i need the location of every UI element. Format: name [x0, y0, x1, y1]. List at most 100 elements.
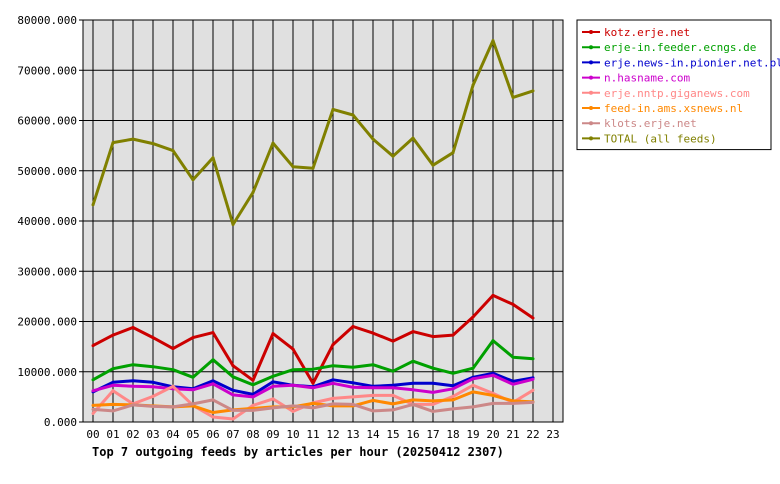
- data-point: [451, 151, 455, 155]
- data-point: [291, 383, 295, 387]
- data-point: [391, 393, 395, 397]
- data-point: [291, 368, 295, 372]
- data-point: [331, 364, 335, 368]
- x-tick-label: 00: [86, 428, 99, 441]
- data-point: [291, 347, 295, 351]
- data-point: [331, 402, 335, 406]
- data-point: [131, 326, 135, 329]
- legend-marker: [589, 45, 593, 50]
- legend-label: klots.erje.net: [604, 117, 697, 130]
- x-tick-label: 12: [326, 428, 339, 441]
- data-point: [171, 149, 175, 153]
- data-point: [91, 389, 95, 393]
- data-point: [331, 396, 335, 400]
- x-tick-label: 10: [286, 428, 299, 441]
- x-tick-label: 18: [446, 428, 459, 441]
- data-point: [451, 384, 455, 388]
- legend-marker: [589, 136, 593, 141]
- data-point: [351, 385, 355, 389]
- data-point: [411, 402, 415, 406]
- data-point: [251, 190, 255, 194]
- legend-label: feed-in.ams.xsnews.nl: [604, 102, 743, 115]
- y-tick-label: 30000.000: [17, 265, 77, 278]
- x-tick-label: 04: [166, 428, 180, 441]
- data-point: [371, 363, 375, 367]
- legend-marker: [589, 90, 593, 95]
- data-point: [251, 378, 255, 382]
- data-point: [171, 368, 175, 372]
- data-point: [331, 343, 335, 347]
- legend-label: kotz.erje.net: [604, 26, 690, 39]
- data-point: [411, 381, 415, 385]
- data-point: [111, 380, 115, 384]
- legend-marker: [589, 106, 593, 110]
- data-point: [271, 141, 275, 145]
- data-point: [471, 377, 475, 381]
- data-point: [431, 390, 435, 394]
- data-point: [311, 401, 315, 405]
- data-point: [271, 374, 275, 378]
- data-point: [351, 365, 355, 369]
- data-point: [431, 335, 435, 339]
- y-tick-label: 40000.000: [17, 215, 77, 228]
- data-point: [291, 165, 295, 169]
- data-point: [311, 406, 315, 410]
- data-point: [491, 373, 495, 377]
- legend-marker: [589, 121, 593, 126]
- data-point: [391, 402, 395, 406]
- data-point: [391, 154, 395, 158]
- data-point: [431, 366, 435, 370]
- x-tick-label: 06: [206, 428, 219, 441]
- x-tick-label: 23: [546, 428, 559, 441]
- data-point: [131, 137, 135, 141]
- data-point: [371, 409, 375, 413]
- data-point: [111, 409, 115, 413]
- data-point: [491, 401, 495, 405]
- x-tick-label: 16: [406, 428, 419, 441]
- data-point: [391, 339, 395, 343]
- data-point: [311, 381, 315, 385]
- data-point: [231, 417, 235, 421]
- data-point: [471, 366, 475, 370]
- data-point: [351, 402, 355, 406]
- data-point: [191, 375, 195, 379]
- x-tick-label: 01: [106, 428, 119, 441]
- data-point: [191, 336, 195, 340]
- data-point: [211, 358, 215, 362]
- x-tick-label: 14: [366, 428, 380, 441]
- data-point: [451, 371, 455, 375]
- y-tick-label: 20000.000: [17, 316, 77, 329]
- data-point: [111, 367, 115, 371]
- data-point: [271, 397, 275, 401]
- data-point: [351, 113, 355, 117]
- data-point: [371, 398, 375, 402]
- data-point: [471, 383, 475, 387]
- x-tick-label: 13: [346, 428, 359, 441]
- y-tick-label: 70000.000: [17, 64, 77, 77]
- legend-label: erje.news-in.pionier.net.pl: [604, 56, 780, 69]
- data-point: [171, 384, 175, 388]
- data-point: [111, 402, 115, 406]
- data-point: [211, 415, 215, 419]
- data-point: [151, 385, 155, 389]
- data-point: [251, 395, 255, 399]
- data-point: [391, 383, 395, 387]
- data-point: [91, 403, 95, 407]
- data-point: [211, 156, 215, 160]
- x-tick-label: 07: [226, 428, 239, 441]
- data-point: [471, 83, 475, 87]
- data-point: [431, 402, 435, 406]
- x-tick-label: 20: [486, 428, 499, 441]
- data-point: [131, 379, 135, 383]
- data-point: [271, 406, 275, 410]
- legend-label: erje-in.feeder.ecngs.de: [604, 41, 756, 54]
- data-point: [231, 388, 235, 392]
- data-point: [311, 367, 315, 371]
- data-point: [271, 380, 275, 384]
- series-lines: [91, 39, 535, 421]
- data-point: [171, 405, 175, 409]
- data-point: [91, 203, 95, 207]
- data-point: [531, 388, 535, 392]
- data-point: [111, 389, 115, 393]
